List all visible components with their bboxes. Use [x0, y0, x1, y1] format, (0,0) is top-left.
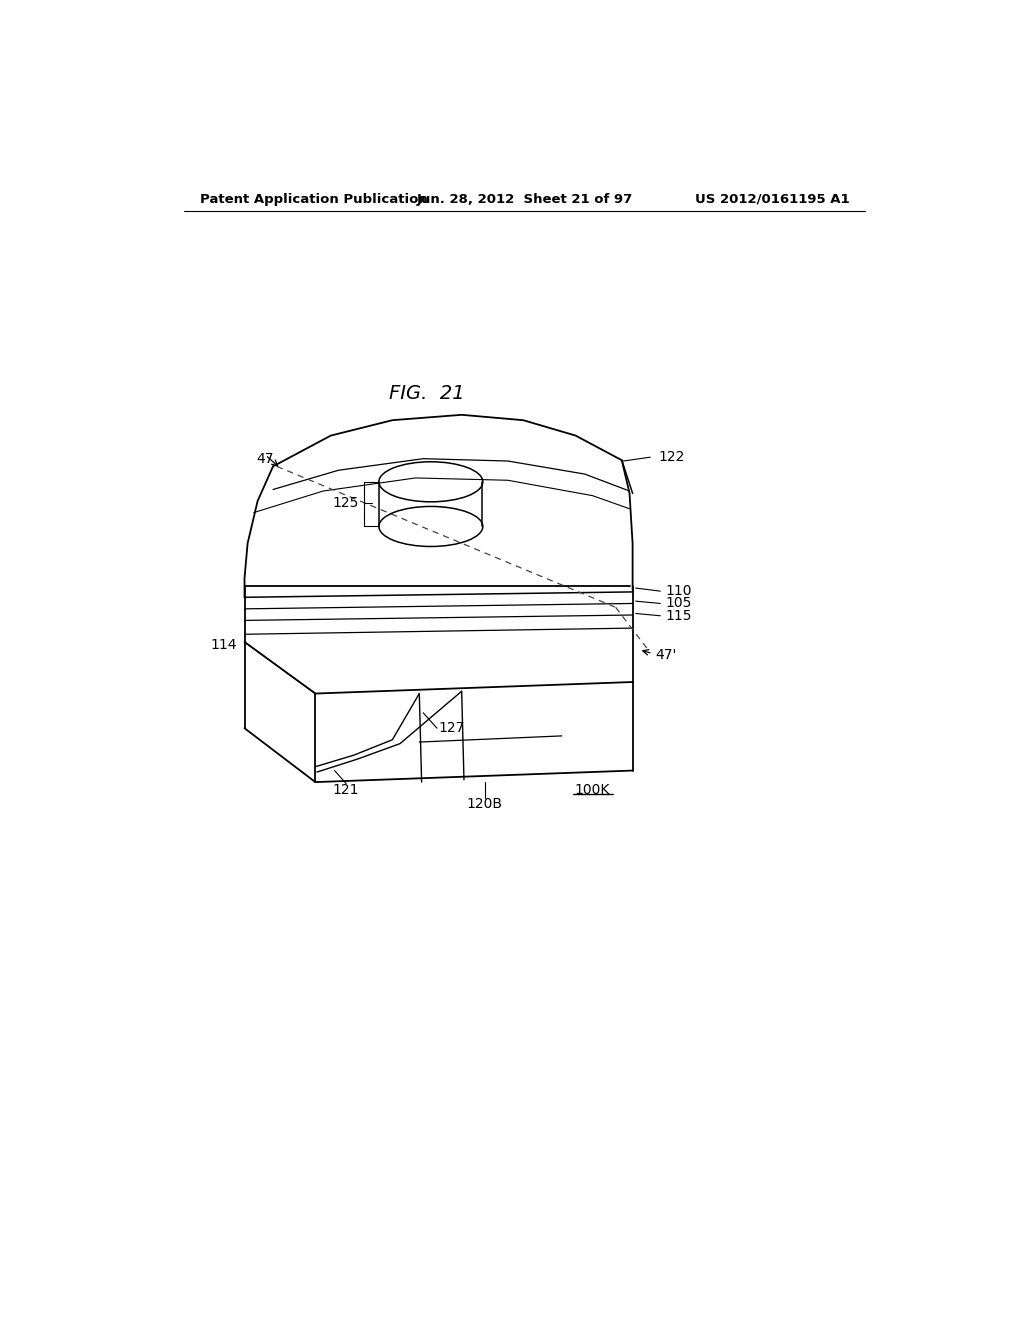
Text: Jun. 28, 2012  Sheet 21 of 97: Jun. 28, 2012 Sheet 21 of 97	[417, 193, 633, 206]
Text: 121: 121	[333, 783, 359, 797]
Text: 100K: 100K	[574, 783, 610, 797]
Text: 47': 47'	[655, 648, 677, 663]
Text: 105: 105	[666, 597, 692, 610]
Text: 122: 122	[658, 450, 684, 465]
Text: 115: 115	[666, 609, 692, 623]
Text: Patent Application Publication: Patent Application Publication	[200, 193, 428, 206]
Text: 120B: 120B	[467, 797, 503, 810]
Text: 114: 114	[210, 638, 237, 652]
Text: 47: 47	[257, 451, 274, 466]
Text: 127: 127	[438, 721, 465, 735]
Text: US 2012/0161195 A1: US 2012/0161195 A1	[695, 193, 850, 206]
Text: 125: 125	[332, 496, 358, 511]
Text: FIG.  21: FIG. 21	[389, 384, 465, 403]
Text: 110: 110	[666, 585, 692, 598]
